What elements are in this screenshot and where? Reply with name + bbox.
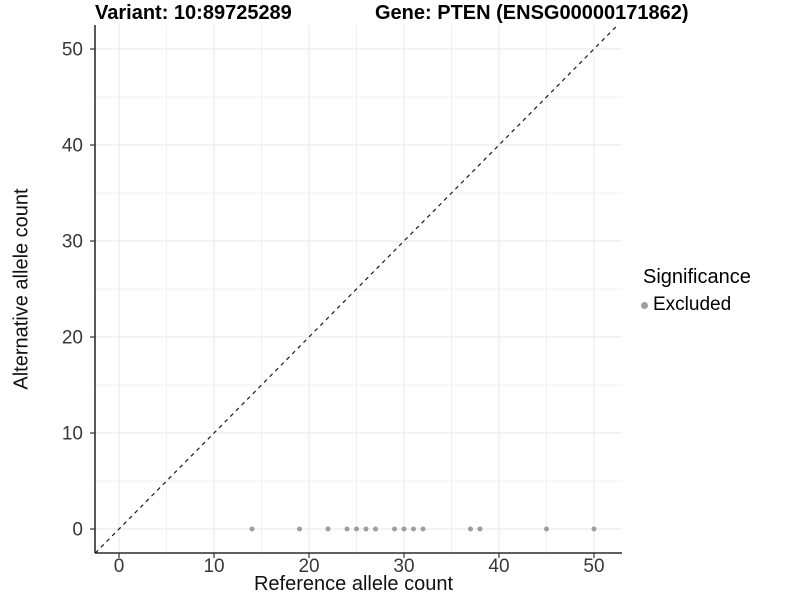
legend-title: Significance: [643, 266, 751, 288]
data-point: [392, 526, 398, 532]
data-point: [344, 526, 350, 532]
legend-item-excluded: Excluded: [641, 294, 751, 316]
x-tick-label: 10: [203, 556, 224, 577]
legend: Significance Excluded: [641, 266, 751, 316]
data-point: [363, 526, 369, 532]
data-point: [420, 526, 426, 532]
identity-line: [94, 24, 619, 554]
data-point: [373, 526, 379, 532]
data-point: [401, 526, 407, 532]
data-point: [354, 526, 360, 532]
y-tick-label: 50: [62, 40, 83, 61]
y-tick-label: 0: [72, 520, 83, 541]
data-point: [410, 526, 416, 532]
data-point: [249, 526, 255, 532]
data-point: [297, 526, 303, 532]
plot-title-gene: Gene: PTEN (ENSG00000171862): [375, 2, 689, 24]
y-tick-label: 30: [62, 232, 83, 253]
y-tick-label: 40: [62, 136, 83, 157]
y-axis-title: Alternative allele count: [10, 188, 33, 390]
y-tick-label: 10: [62, 424, 83, 445]
x-tick-label: 0: [114, 556, 125, 577]
legend-item-label: Excluded: [653, 294, 732, 315]
y-tick-label: 20: [62, 328, 83, 349]
data-point: [477, 526, 483, 532]
excluded-point-icon: [641, 301, 648, 309]
plot-title-variant: Variant: 10:89725289: [95, 2, 292, 24]
data-point: [543, 526, 549, 532]
x-tick-label: 40: [488, 556, 509, 577]
data-point: [591, 526, 597, 532]
x-tick-label: 30: [393, 556, 414, 577]
x-tick-label: 20: [298, 556, 319, 577]
data-point: [467, 526, 473, 532]
x-axis-title: Reference allele count: [253, 573, 453, 595]
data-point: [325, 526, 331, 532]
x-tick-label: 50: [583, 556, 604, 577]
